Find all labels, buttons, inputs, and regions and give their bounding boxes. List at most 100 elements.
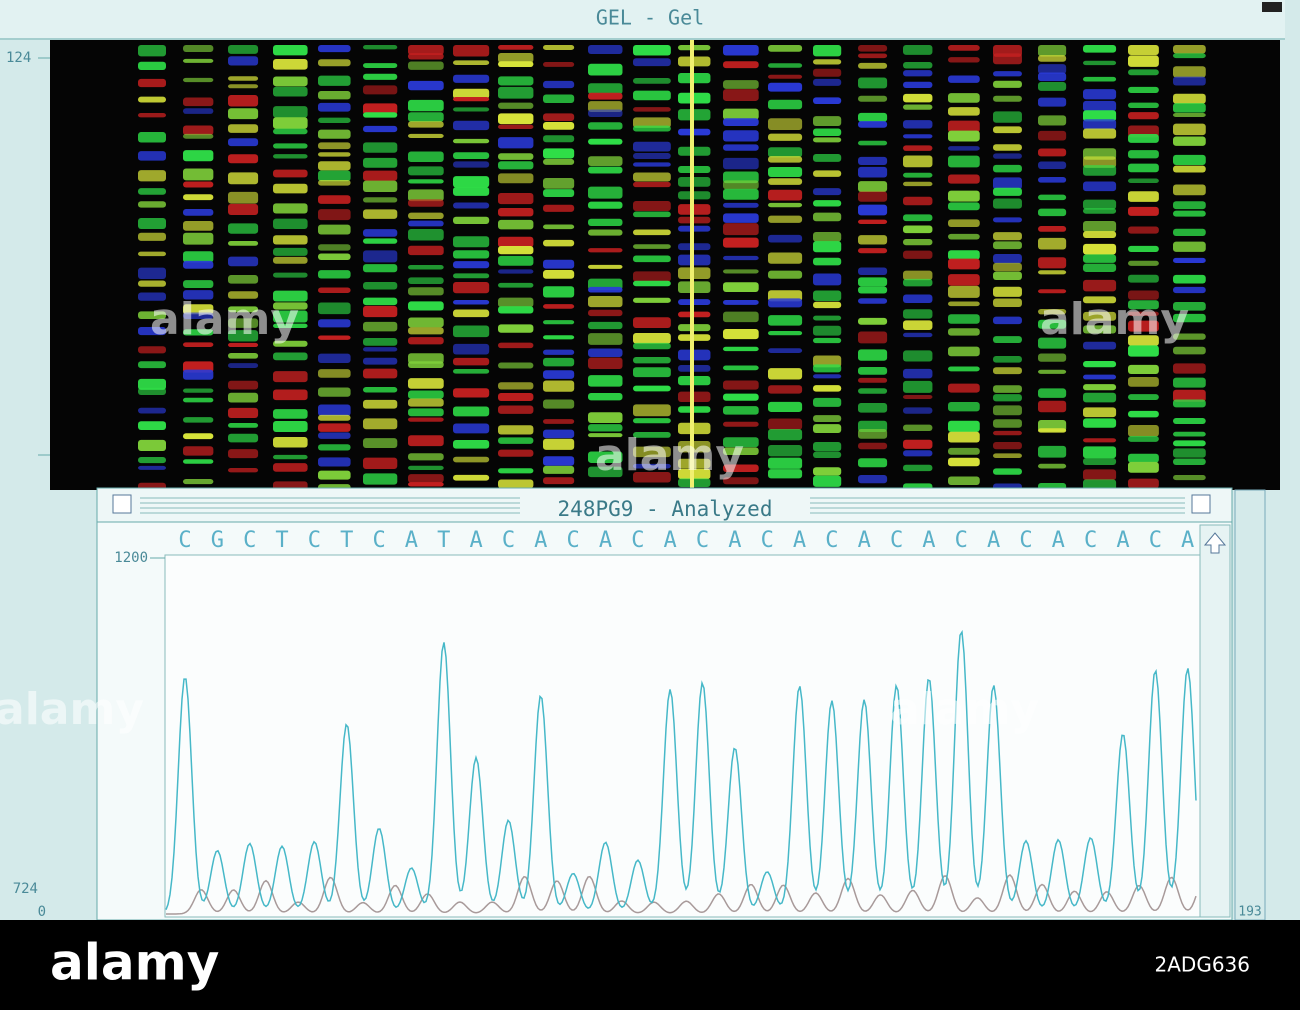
gel-band [993,241,1022,250]
gel-band [273,436,308,448]
base-call: A [405,528,418,553]
gel-band [723,299,759,305]
gel-band [903,181,933,187]
base-call: C [1149,528,1162,553]
scroll-arrow[interactable] [1203,532,1227,554]
gel-band [363,112,398,118]
gel-band [1038,130,1067,141]
gel-band [993,164,1022,173]
gel-band [183,433,214,440]
gel-band [183,168,214,181]
gel-band [273,76,308,87]
gel-band [723,61,759,69]
window-control[interactable] [1262,2,1282,12]
gel-band [183,232,214,245]
gel-band [858,331,888,344]
gel-band [183,329,214,336]
gel-band [768,315,803,326]
gel-band [723,180,759,190]
gel-band [903,309,933,319]
image-id: 2ADG636 [1155,953,1250,977]
right-strip [1234,489,1266,921]
gel-band [498,113,534,125]
gel-band [723,45,759,56]
gel-band [408,287,444,296]
gel-band [138,361,167,369]
gel-band [858,53,888,59]
gel-band [183,150,214,162]
gel-band [678,324,711,332]
gel-band [543,456,575,466]
gel-band [903,62,933,69]
gel-band [363,399,398,409]
gel-band [228,84,259,89]
gel-band [318,387,351,397]
gel-band [363,305,398,318]
gel-band [1038,194,1067,201]
gel-band [138,201,167,208]
base-call: G [211,528,224,553]
gel-band [498,245,534,255]
gel-band [858,112,888,122]
gel-band [1128,364,1159,375]
gel-band [1083,374,1117,380]
gel-band [1128,150,1159,159]
gel-band [228,392,259,403]
gel-band [813,337,842,344]
gel-band [183,260,214,269]
gel-band [138,78,167,88]
gel-band [813,257,842,266]
gel-band [1083,407,1117,418]
close-box[interactable] [112,494,132,514]
title-stripes [140,497,1185,514]
gel-band [1083,325,1117,334]
gel-band [993,468,1022,475]
gel-band [768,74,803,79]
gel-band [723,464,759,472]
gel-band [408,53,444,60]
gel-band [903,196,933,206]
gel-band [948,447,980,455]
gel-band [318,209,351,221]
gel-band [318,253,351,260]
gel-band [498,362,534,369]
gel-band [768,178,803,185]
scrollbar[interactable] [1199,524,1231,918]
gel-band [1128,86,1159,94]
gel-band [588,63,623,76]
gel-band [543,204,575,212]
gel-band [993,126,1022,134]
gel-band [1173,184,1206,196]
gel-band [453,152,490,159]
gel-band [1083,438,1117,443]
gel-band [768,82,803,92]
gel-band [1173,165,1206,173]
gel-band [453,439,490,449]
gel-band [183,312,214,319]
gel-band [183,388,214,393]
footer [0,920,1300,1010]
gel-band [858,277,888,287]
gel-band [1083,110,1117,122]
gel-band [1128,436,1159,442]
gel-band [318,195,351,204]
gel-band [633,45,671,56]
gel-band [498,255,534,266]
gel-band [273,323,308,328]
gel-band [1038,388,1067,398]
gel-band [1173,333,1206,340]
gel-band [588,433,623,438]
gel-band [633,404,671,417]
gel-band [363,157,398,168]
gel-band [498,208,534,217]
gel-band [1128,424,1159,437]
zoom-box[interactable] [1191,494,1211,514]
gel-band [993,405,1022,416]
base-call: A [858,528,871,553]
gel-band [858,442,888,450]
gel-band [858,248,888,254]
gel-band [633,280,671,287]
gel-band [858,204,888,216]
gel-band [363,170,398,181]
gel-band [1083,165,1117,176]
